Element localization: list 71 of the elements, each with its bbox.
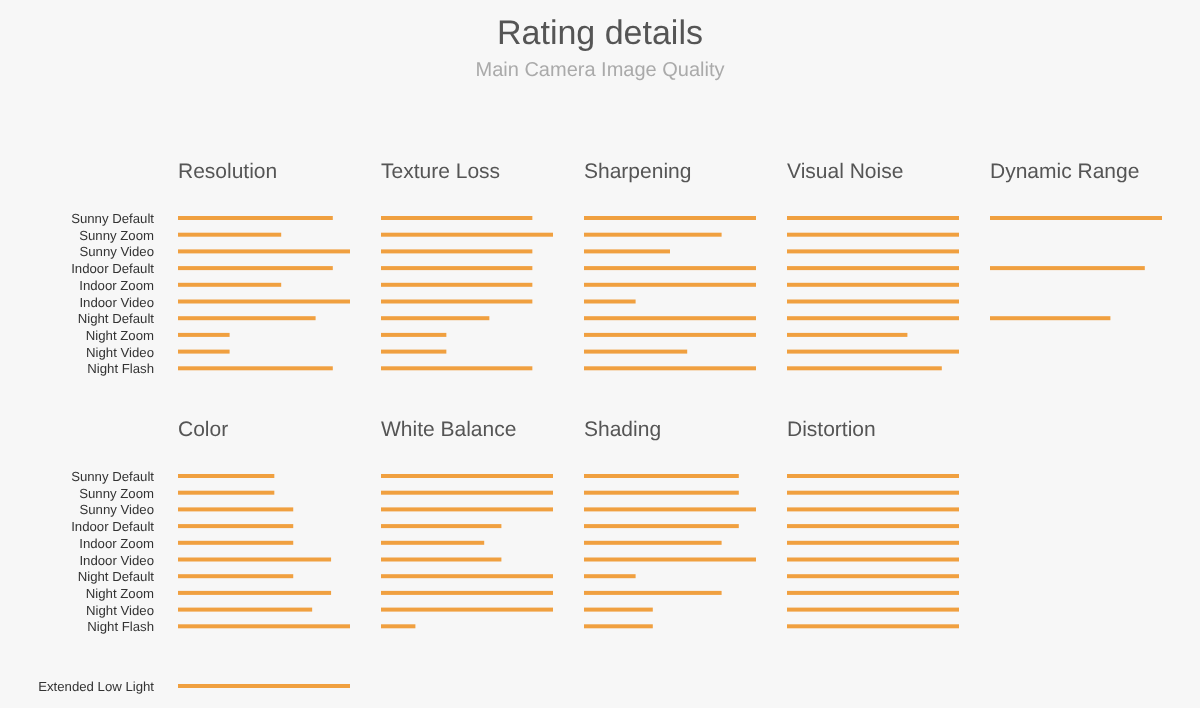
bar: [381, 540, 485, 545]
bar: [381, 349, 447, 354]
bar: [584, 540, 722, 545]
bar: [584, 524, 739, 529]
bar: [381, 282, 533, 287]
bar: [584, 574, 636, 579]
bar: [381, 624, 416, 629]
chart-title: Texture Loss: [381, 160, 501, 184]
bar: [178, 366, 333, 371]
bar: [178, 474, 275, 478]
chart-title: Dynamic Range: [990, 160, 1140, 184]
chart-title: Distortion: [787, 418, 877, 442]
bar: [584, 249, 670, 254]
bar: [178, 349, 230, 354]
bar: [178, 540, 294, 545]
bar: [178, 524, 294, 529]
chart-title: Sharpening: [584, 160, 692, 184]
bar: [584, 232, 722, 237]
text: Rating details: [496, 14, 704, 52]
bar: [381, 249, 533, 254]
bar: [584, 366, 756, 371]
bar: [381, 507, 553, 512]
bar: [584, 332, 756, 337]
bar: [178, 299, 350, 304]
bar: [178, 624, 350, 629]
bar: [381, 232, 553, 237]
bar: [584, 607, 653, 612]
bar: [584, 316, 756, 321]
bar: [381, 316, 490, 321]
bar: [178, 316, 316, 321]
bar: [178, 590, 332, 595]
bar: [584, 590, 722, 595]
bar: [178, 607, 313, 612]
bar: [178, 332, 230, 337]
bar: [381, 366, 533, 371]
bar: [584, 624, 653, 629]
text: Main Camera Image Quality: [475, 60, 725, 82]
bar: [178, 216, 333, 220]
bar: [584, 216, 756, 220]
bar: [178, 574, 294, 579]
bar: [381, 524, 502, 529]
bar: [584, 282, 756, 287]
bar: [381, 574, 553, 579]
chart-title: Visual Noise: [787, 160, 904, 184]
bar: [381, 607, 553, 612]
bar: [381, 216, 533, 220]
bar: [584, 557, 756, 562]
chart-title: White Balance: [381, 418, 517, 442]
bar: [584, 490, 739, 495]
bar: [381, 332, 447, 337]
bar: [381, 299, 533, 304]
chart-title: Shading: [584, 418, 662, 442]
chart-title: Resolution: [178, 160, 278, 184]
bar: [178, 232, 282, 237]
bar: [584, 349, 688, 354]
bar: [178, 249, 350, 254]
bar: [584, 507, 756, 512]
bar: [178, 557, 332, 562]
bar: [178, 266, 333, 271]
bar: [178, 282, 282, 287]
chart-title: Color: [178, 418, 230, 442]
bar: [178, 507, 294, 512]
bar: [381, 557, 502, 562]
bar: [381, 474, 553, 478]
bar: [381, 590, 553, 595]
bar: [178, 490, 275, 495]
bar: [381, 490, 553, 495]
bar: [584, 474, 739, 478]
bar: [584, 266, 756, 271]
bar: [381, 266, 533, 271]
bar: [584, 299, 636, 304]
